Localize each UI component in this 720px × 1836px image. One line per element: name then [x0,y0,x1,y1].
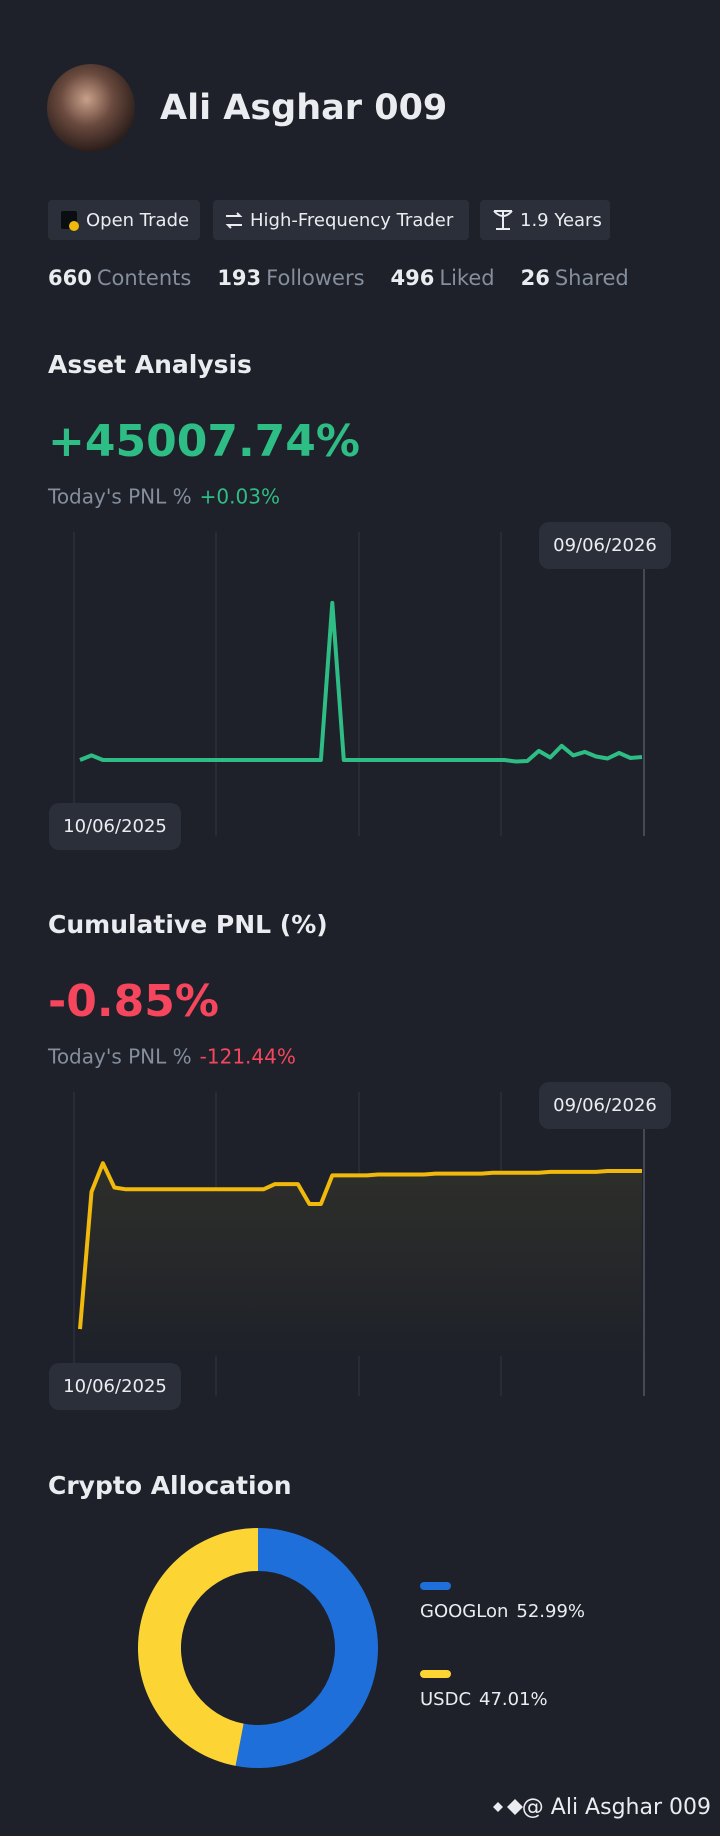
today-label: Today's PNL % [47,485,192,509]
today-label: Today's PNL % [47,1045,192,1069]
line-area [80,1163,642,1356]
donut-segment [137,1528,258,1766]
end-date: 09/06/2026 [553,535,657,556]
tag-label: Open Trade [86,210,189,231]
stat-value: 496 [391,266,435,290]
stat-label: Followers [266,266,364,290]
start-date: 10/06/2025 [63,816,167,837]
legend-swatch [420,1670,451,1678]
tag [213,200,469,240]
tag-label: 1.9 Years [520,210,602,231]
stat-label: Contents [97,266,191,290]
date-badge [539,1082,671,1129]
tag-label: High-Frequency Trader [250,210,454,231]
today-value: -121.44% [200,1045,296,1069]
profile-name: Ali Asghar 009 [160,88,447,128]
headline-value: -0.85% [48,976,219,1027]
tag-icon [225,212,243,229]
avatar[interactable] [47,64,135,152]
legend-swatch [420,1582,451,1590]
section-title: Asset Analysis [48,350,252,379]
date-badge [49,1363,181,1410]
stat-label: Shared [555,266,629,290]
stat-value: 660 [48,266,92,290]
line-series [78,1161,642,1330]
tag [480,200,610,240]
date-badge [539,522,671,569]
start-date: 10/06/2025 [63,1376,167,1397]
tag-icon [493,210,513,230]
footer: @ Ali Asghar 009 [522,1795,711,1820]
section-title: Cumulative PNL (%) [48,910,328,939]
tag-icon [69,221,79,231]
line-series [79,600,643,764]
donut-segment [235,1528,378,1768]
legend-label: GOOGLon [420,1601,508,1622]
stat-value: 193 [217,266,261,290]
date-badge [49,803,181,850]
footer-logo [493,1799,523,1815]
section-title: Crypto Allocation [48,1471,292,1500]
headline-value: +45007.74% [48,416,360,467]
stat-label: Liked [439,266,494,290]
end-date: 09/06/2026 [553,1095,657,1116]
legend-value: 52.99% [516,1601,585,1622]
tag [48,200,200,240]
today-value: +0.03% [200,485,280,509]
legend-value: 47.01% [479,1689,548,1710]
legend-label: USDC [420,1689,471,1710]
tags: Open Trade High-Frequency Trader 1.9 Yea… [48,200,610,240]
stat-value: 26 [521,266,550,290]
